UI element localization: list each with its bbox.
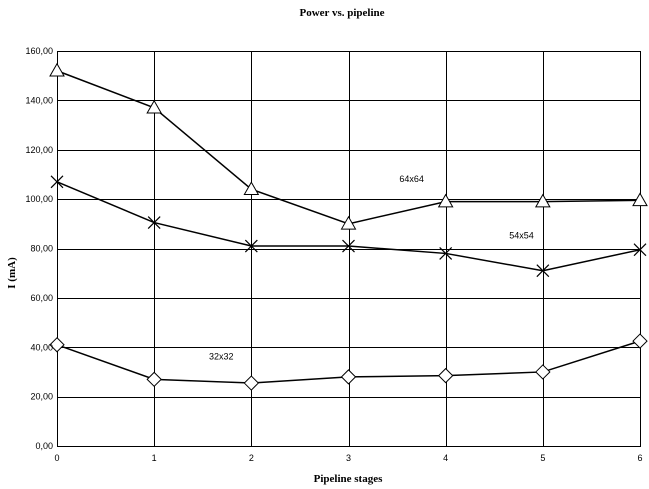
y-tick-label: 60,00 [30, 293, 53, 303]
data-point-triangle [632, 192, 648, 207]
data-point-triangle [146, 99, 163, 114]
data-point-diamond [340, 369, 357, 385]
series-54x54 [50, 175, 647, 278]
series-annotation-label: 54x54 [509, 231, 534, 241]
data-point-diamond [535, 364, 551, 380]
series-32x32 [49, 333, 648, 391]
y-tick-label: 0,00 [35, 441, 53, 451]
grid [57, 51, 641, 447]
tick-labels: 0,00 20,00 40,00 60,00 80,00 100,00 120,00 140,… [25, 46, 642, 463]
y-tick-label: 80,00 [30, 244, 53, 254]
data-point-diamond [49, 337, 65, 353]
y-axis-label: I (mA) [6, 257, 18, 289]
annotations: 64x64 54x54 32x32 [209, 174, 534, 362]
y-tick-label: 40,00 [30, 342, 53, 352]
data-point-diamond [146, 371, 162, 388]
series-64x64 [49, 62, 648, 230]
data-point-triangle [49, 62, 65, 77]
x-axis-label: Pipeline stages [314, 473, 383, 485]
data-point-cross [147, 216, 161, 230]
y-tick-label: 140,00 [25, 95, 53, 105]
y-tick-label: 160,00 [25, 46, 53, 56]
series-annotation-label: 64x64 [399, 174, 424, 184]
series-annotation-label: 32x32 [209, 352, 234, 362]
y-tick-label: 100,00 [25, 194, 53, 204]
data-point-cross [633, 243, 647, 257]
y-tick-label: 20,00 [30, 392, 53, 402]
x-tick-label: 4 [443, 453, 448, 463]
data-point-triangle [340, 215, 357, 230]
x-tick-label: 3 [346, 453, 351, 463]
data-point-cross [342, 239, 355, 253]
data-point-diamond [437, 367, 454, 384]
data-point-cross [439, 247, 453, 260]
data-point-triangle [437, 193, 454, 208]
series-line [56, 70, 641, 225]
data-point-diamond [243, 375, 260, 391]
data-point-triangle [243, 181, 260, 195]
chart-title: Power vs. pipeline [299, 7, 384, 19]
x-tick-label: 2 [249, 453, 254, 463]
x-tick-label: 1 [152, 453, 157, 463]
x-tick-label: 0 [54, 453, 59, 463]
x-tick-label: 5 [540, 453, 545, 463]
x-tick-label: 6 [637, 453, 642, 463]
series-group [49, 62, 648, 391]
data-point-triangle [534, 193, 551, 208]
data-point-cross [50, 175, 64, 189]
y-tick-label: 120,00 [25, 145, 53, 155]
data-point-cross [536, 264, 550, 278]
data-point-diamond [632, 333, 648, 349]
data-point-cross [244, 239, 258, 253]
